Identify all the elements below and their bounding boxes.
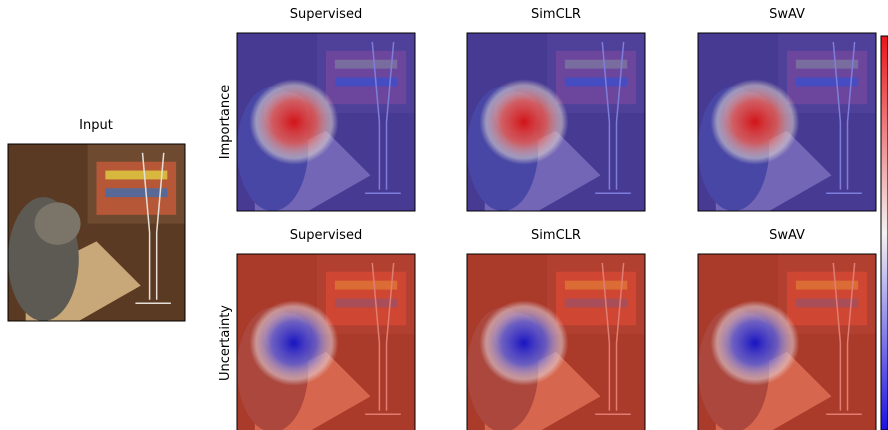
image-border xyxy=(466,32,646,212)
heatmap-blob xyxy=(249,79,339,165)
heatmap-panel xyxy=(236,32,416,212)
image-border xyxy=(697,253,877,430)
scene-part xyxy=(105,188,168,198)
heatmap-panel xyxy=(697,253,877,430)
image-border xyxy=(236,253,416,430)
image-border xyxy=(697,32,877,212)
row-label: Importance xyxy=(218,85,233,160)
input-image xyxy=(7,143,186,322)
colorbar xyxy=(880,35,888,430)
heatmap-panel xyxy=(697,32,877,212)
image-border xyxy=(466,253,646,430)
panel-title: SwAV xyxy=(769,7,805,22)
panel-title: SimCLR xyxy=(531,228,581,243)
heatmap-blob xyxy=(710,300,800,386)
panel-title: SimCLR xyxy=(531,7,581,22)
row-label: Uncertainty xyxy=(218,305,233,381)
heatmap-blob xyxy=(479,79,569,165)
panel-title: SwAV xyxy=(769,228,805,243)
input-title: Input xyxy=(79,118,113,133)
scene-part xyxy=(105,170,168,180)
heatmap-panel xyxy=(236,253,416,430)
scene-part xyxy=(34,202,81,245)
image-border xyxy=(236,32,416,212)
heatmap-panel xyxy=(466,253,646,430)
heatmap-blob xyxy=(710,79,800,165)
scene-part xyxy=(135,152,171,305)
heatmap-blob xyxy=(249,300,339,386)
heatmap-panel xyxy=(466,32,646,212)
panel-title: Supervised xyxy=(290,7,362,22)
panel-title: Supervised xyxy=(290,228,362,243)
image-border xyxy=(7,143,186,322)
heatmap-blob xyxy=(479,300,569,386)
